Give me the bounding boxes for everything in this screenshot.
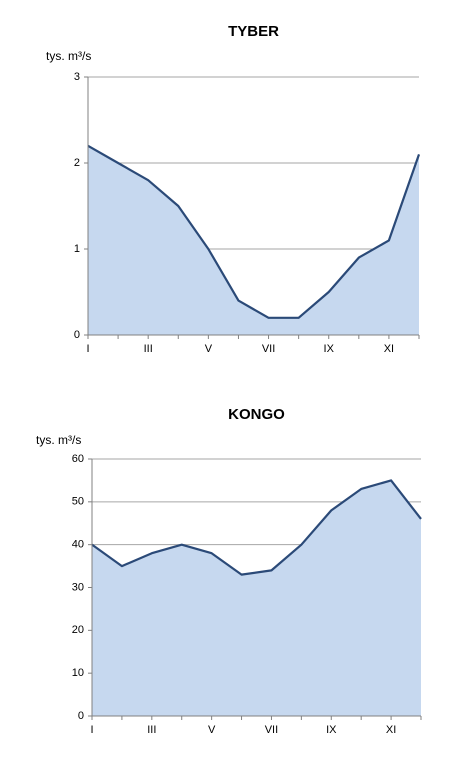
y-axis-label: tys. m³/s xyxy=(36,433,81,447)
chart-title: TYBER xyxy=(228,23,279,40)
y-tick-label: 1 xyxy=(74,243,80,255)
chart-title: KONGO xyxy=(228,406,285,423)
x-tick-label: I xyxy=(90,724,93,736)
y-tick-label: 50 xyxy=(72,496,84,508)
y-tick-label: 3 xyxy=(74,71,80,83)
x-tick-label: XI xyxy=(386,724,396,736)
y-axis-label: tys. m³/s xyxy=(46,49,91,63)
y-tick-label: 20 xyxy=(72,624,84,636)
x-tick-label: V xyxy=(205,343,213,355)
x-tick-label: VII xyxy=(265,724,278,736)
x-tick-label: VII xyxy=(262,343,275,355)
y-tick-label: 0 xyxy=(78,710,84,722)
x-tick-label: IX xyxy=(326,724,337,736)
x-tick-label: XI xyxy=(384,343,394,355)
line xyxy=(87,144,421,319)
line xyxy=(91,479,422,576)
x-tick-label: III xyxy=(147,724,156,736)
x-tick-label: I xyxy=(86,343,89,355)
y-tick-label: 30 xyxy=(72,581,84,593)
x-tick-label: III xyxy=(144,343,153,355)
y-tick-label: 2 xyxy=(74,157,80,169)
x-tick-label: IX xyxy=(324,343,335,355)
y-tick-label: 60 xyxy=(72,453,84,465)
x-tick-label: V xyxy=(208,724,216,736)
y-tick-label: 40 xyxy=(72,539,84,551)
area xyxy=(88,145,419,335)
area xyxy=(92,480,421,716)
y-tick-label: 0 xyxy=(74,329,80,341)
y-tick-label: 10 xyxy=(72,667,84,679)
